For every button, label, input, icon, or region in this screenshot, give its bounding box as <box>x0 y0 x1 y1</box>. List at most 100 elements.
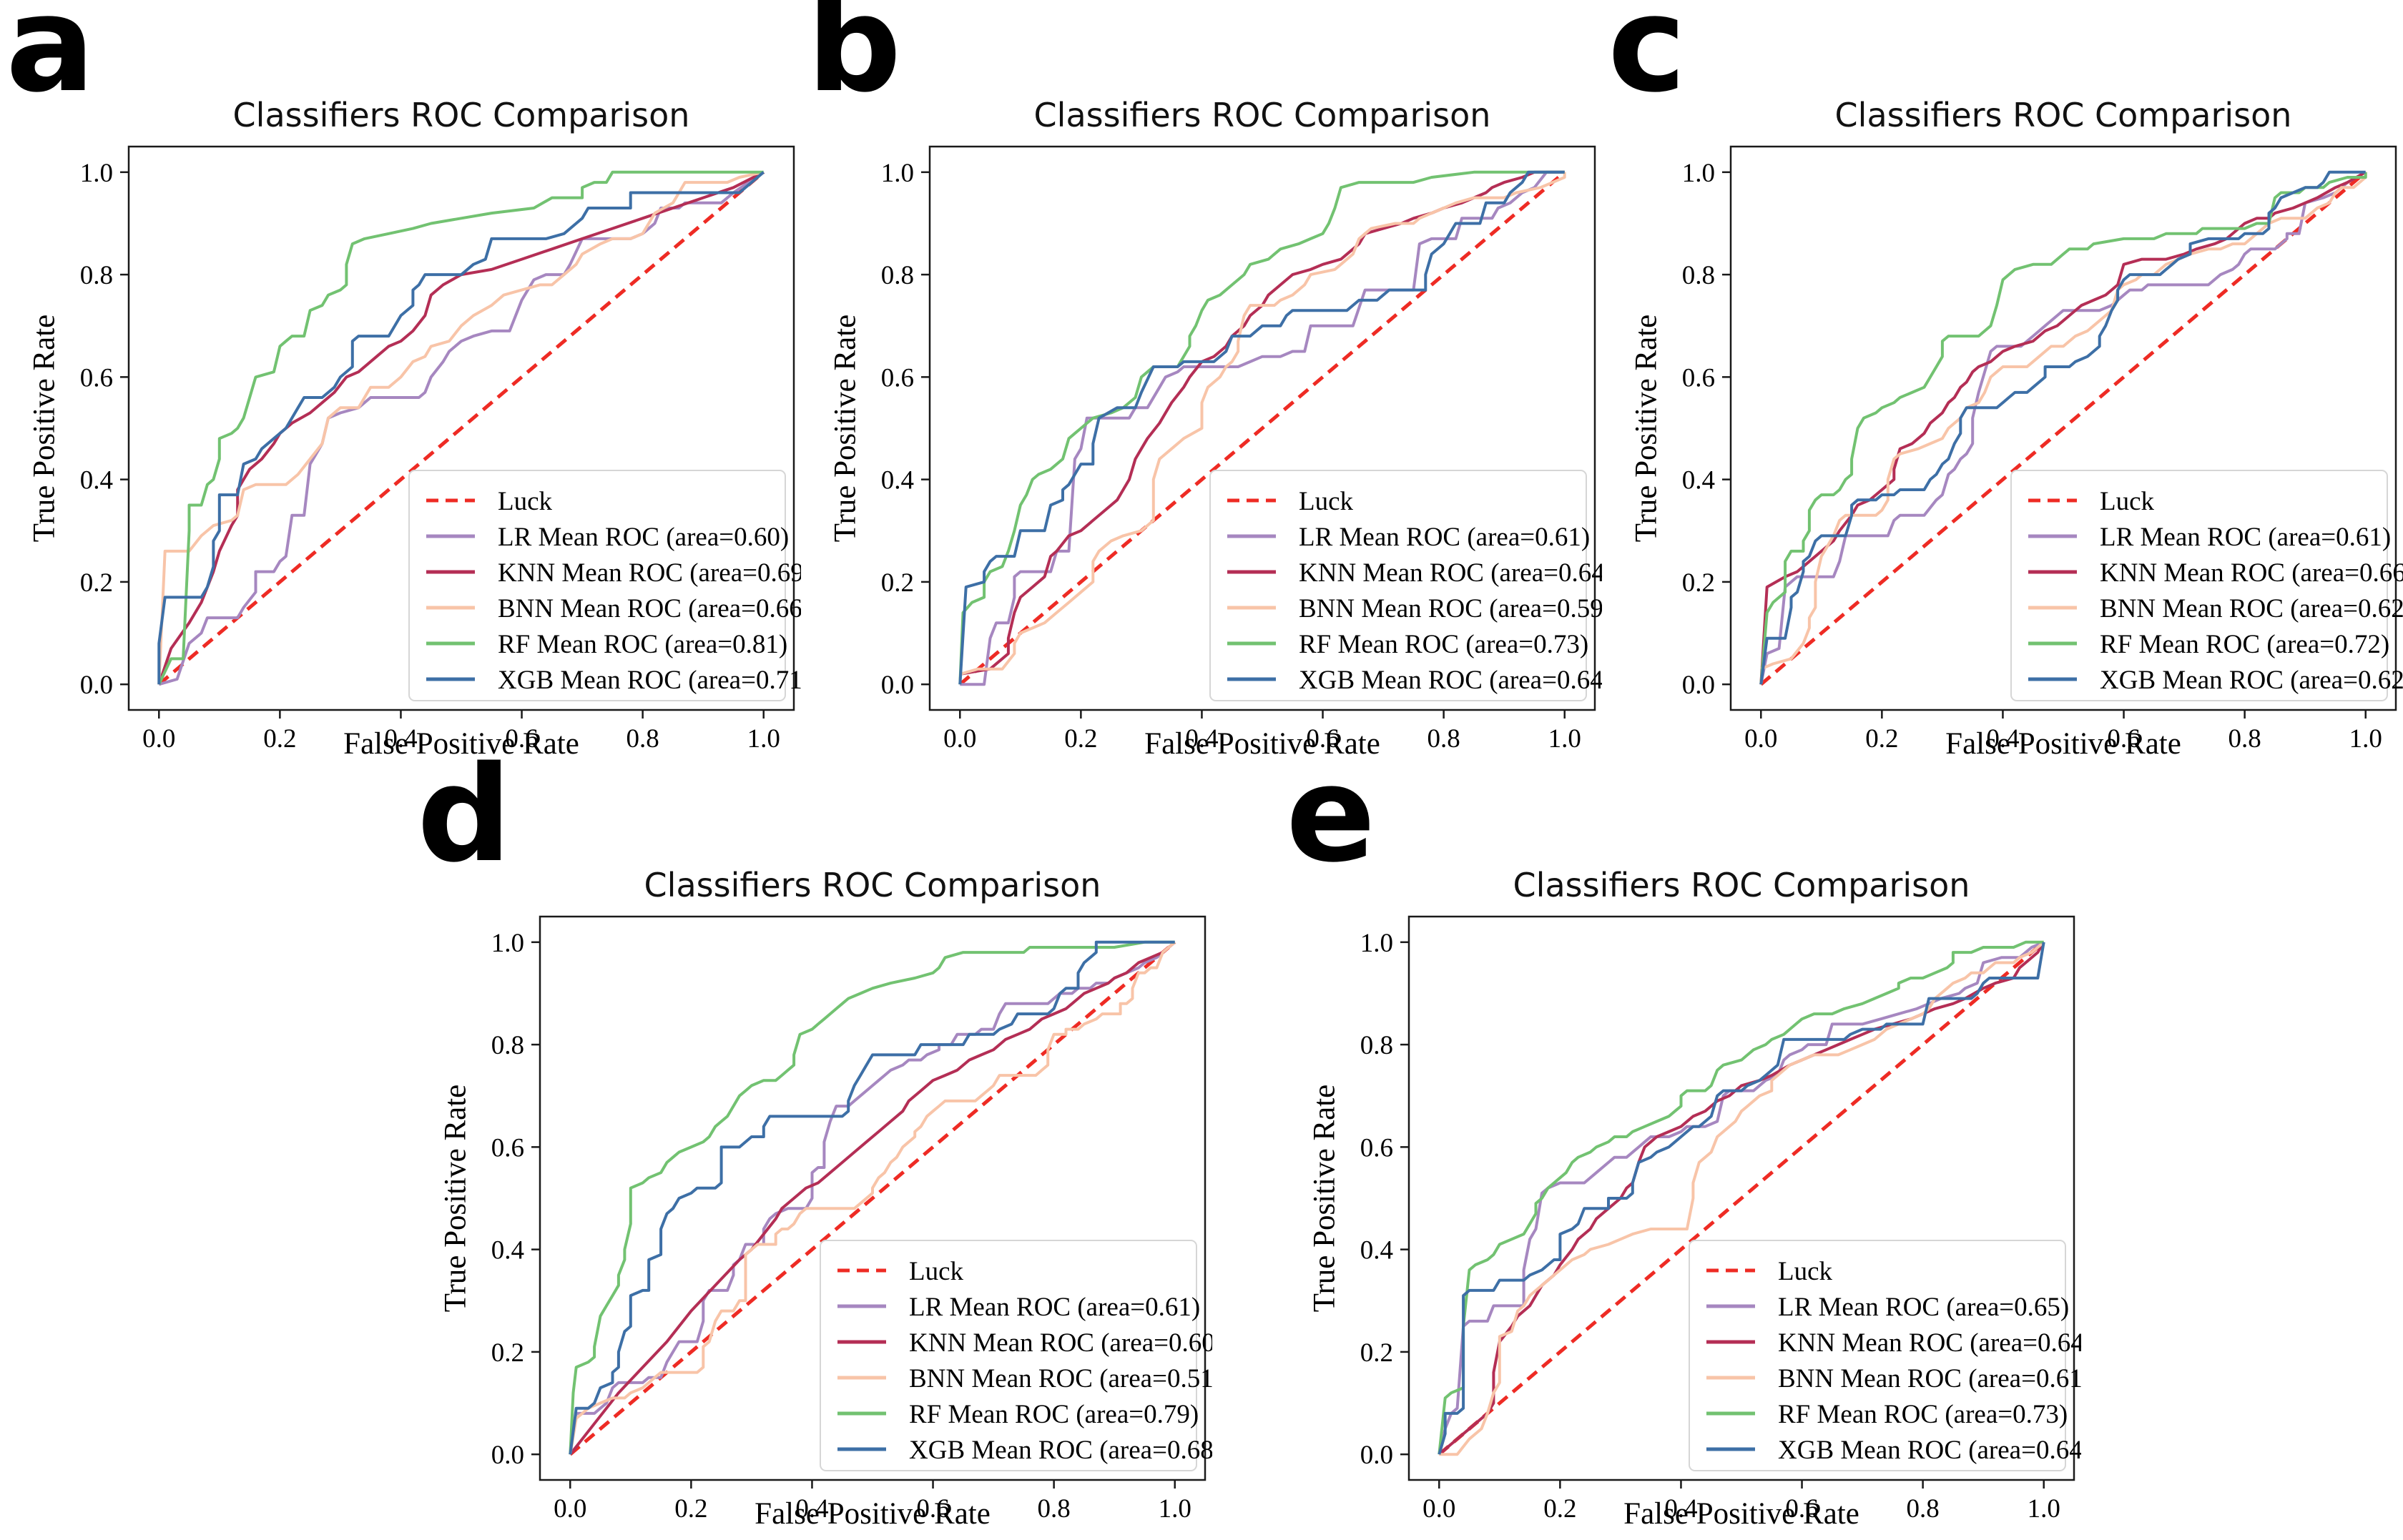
x-tick-label: 0.4 <box>1986 724 2019 754</box>
x-tick-label: 1.0 <box>747 724 780 754</box>
x-tick-label: 0.0 <box>142 724 175 754</box>
legend-label-xgb: XGB Mean ROC (area=0.62) <box>2100 666 2403 695</box>
y-tick-label: 0.4 <box>1360 1236 1393 1265</box>
plot-frame <box>1407 915 2075 1481</box>
legend-label-bnn: BNN Mean ROC (area=0.62) <box>2100 594 2403 623</box>
legend-label-bnn: BNN Mean ROC (area=0.51) <box>909 1364 1212 1393</box>
legend-label-knn: KNN Mean ROC (area=0.64) <box>1778 1328 2081 1358</box>
roc-curve-rf <box>157 170 764 686</box>
legend-label-xgb: XGB Mean ROC (area=0.64) <box>1778 1436 2081 1465</box>
roc-curve-luck <box>157 170 765 686</box>
panel-letter-e: e <box>1286 737 1376 892</box>
y-tick-label: 1.0 <box>491 929 524 958</box>
x-axis-label: False Positive Rate <box>1144 727 1380 761</box>
roc-curve-lr <box>1759 171 2367 685</box>
chart-title: Classifiers ROC Comparison <box>1834 96 2292 134</box>
y-tick-label: 0.4 <box>881 466 914 495</box>
panel-e: e Classifiers ROC Comparison True Positi… <box>1280 749 2081 1540</box>
plot-frame <box>539 915 1207 1481</box>
roc-curve-rf <box>1438 940 2044 1455</box>
roc-curve-luck <box>1759 170 2367 686</box>
x-tick-label: 0.8 <box>1907 1494 1940 1524</box>
panel-a: a Classifiers ROC Comparison True Positi… <box>0 0 801 770</box>
plot-frame <box>928 145 1596 711</box>
x-tick-label: 0.4 <box>795 1494 828 1524</box>
roc-curve-rf <box>958 170 1565 685</box>
roc-curve-lr <box>569 941 1176 1455</box>
legend-label-bnn: BNN Mean ROC (area=0.66) <box>498 594 801 623</box>
y-tick-label: 0.2 <box>80 568 113 598</box>
legend-label-luck: Luck <box>498 487 553 516</box>
y-tick-label: 0.6 <box>80 363 113 393</box>
roc-curve-bnn <box>959 172 1566 676</box>
panel-letter-b: b <box>807 0 902 122</box>
legend-label-xgb: XGB Mean ROC (area=0.64) <box>1299 666 1602 695</box>
legend-label-rf: RF Mean ROC (area=0.81) <box>498 630 787 659</box>
legend-box <box>408 470 786 701</box>
x-tick-label: 0.2 <box>263 724 296 754</box>
y-tick-label: 0.2 <box>1682 568 1715 598</box>
roc-curve-knn <box>1759 171 2367 685</box>
x-axis-label: False Positive Rate <box>755 1497 991 1531</box>
legend-label-bnn: BNN Mean ROC (area=0.59) <box>1299 594 1602 623</box>
y-tick-label: 0.6 <box>491 1133 524 1163</box>
y-tick-label: 0.0 <box>491 1441 524 1470</box>
panel-letter-a: a <box>6 0 95 122</box>
x-tick-label: 0.0 <box>943 724 976 754</box>
x-axis-label: False Positive Rate <box>1945 727 2181 761</box>
x-tick-label: 0.8 <box>2228 724 2261 754</box>
y-tick-label: 0.0 <box>1360 1441 1393 1470</box>
x-tick-label: 1.0 <box>2349 724 2382 754</box>
roc-curve-luck <box>1438 940 2045 1456</box>
x-tick-label: 1.0 <box>1159 1494 1191 1524</box>
y-tick-label: 0.0 <box>80 671 113 700</box>
x-tick-label: 0.6 <box>916 1494 949 1524</box>
x-tick-label: 0.0 <box>554 1494 586 1524</box>
plot-frame <box>1729 145 2397 711</box>
legend-label-knn: KNN Mean ROC (area=0.60) <box>909 1328 1212 1358</box>
x-tick-label: 0.6 <box>505 724 538 754</box>
roc-curve-xgb <box>569 940 1175 1455</box>
x-tick-label: 1.0 <box>2028 1494 2060 1524</box>
roc-curve-xgb <box>1759 170 2366 685</box>
legend-box <box>2010 470 2388 701</box>
legend-label-rf: RF Mean ROC (area=0.73) <box>1299 630 1588 659</box>
y-tick-label: 0.4 <box>1682 466 1715 495</box>
chart-title: Classifiers ROC Comparison <box>644 866 1101 904</box>
y-tick-label: 0.4 <box>491 1236 524 1265</box>
roc-curve-luck <box>958 170 1566 686</box>
x-tick-label: 0.2 <box>1543 1494 1576 1524</box>
x-tick-label: 0.4 <box>384 724 417 754</box>
x-tick-label: 0.4 <box>1664 1494 1697 1524</box>
roc-plot-b: 0.0 0.2 0.4 0.6 0.8 1.0 0.0 0.2 0.4 0.6 0.8 1.0 Luck… <box>881 145 1602 754</box>
legend-label-lr: LR Mean ROC (area=0.61) <box>2100 523 2391 552</box>
y-tick-label: 0.8 <box>881 261 914 290</box>
legend-label-bnn: BNN Mean ROC (area=0.61) <box>1778 1364 2081 1393</box>
y-tick-label: 0.2 <box>881 568 914 598</box>
roc-curve-luck <box>569 940 1176 1456</box>
x-axis-label: False Positive Rate <box>343 727 579 761</box>
roc-curve-xgb <box>1438 942 2045 1455</box>
legend-label-rf: RF Mean ROC (area=0.79) <box>909 1400 1199 1429</box>
y-tick-label: 0.0 <box>881 671 914 700</box>
x-tick-label: 0.8 <box>626 724 659 754</box>
legend-label-knn: KNN Mean ROC (area=0.66) <box>2100 558 2403 588</box>
y-tick-label: 0.4 <box>80 466 113 495</box>
legend-label-luck: Luck <box>2100 487 2155 516</box>
x-tick-label: 1.0 <box>1548 724 1581 754</box>
legend-label-lr: LR Mean ROC (area=0.61) <box>1299 523 1590 552</box>
legend-label-xgb: XGB Mean ROC (area=0.68) <box>909 1436 1212 1465</box>
roc-curve-knn <box>157 171 765 685</box>
x-tick-label: 0.6 <box>1785 1494 1818 1524</box>
y-tick-label: 0.2 <box>1360 1338 1393 1368</box>
y-tick-label: 0.2 <box>491 1338 524 1368</box>
panel-c: c Classifiers ROC Comparison True Positi… <box>1602 0 2403 770</box>
y-tick-label: 0.6 <box>1682 363 1715 393</box>
x-tick-label: 0.6 <box>1306 724 1339 754</box>
legend-label-rf: RF Mean ROC (area=0.73) <box>1778 1400 2068 1429</box>
roc-curve-xgb <box>157 171 765 685</box>
legend-label-lr: LR Mean ROC (area=0.65) <box>1778 1293 2069 1322</box>
chart-title: Classifiers ROC Comparison <box>1033 96 1491 134</box>
chart-title: Classifiers ROC Comparison <box>232 96 690 134</box>
panel-b: b Classifiers ROC Comparison True Positi… <box>801 0 1602 770</box>
